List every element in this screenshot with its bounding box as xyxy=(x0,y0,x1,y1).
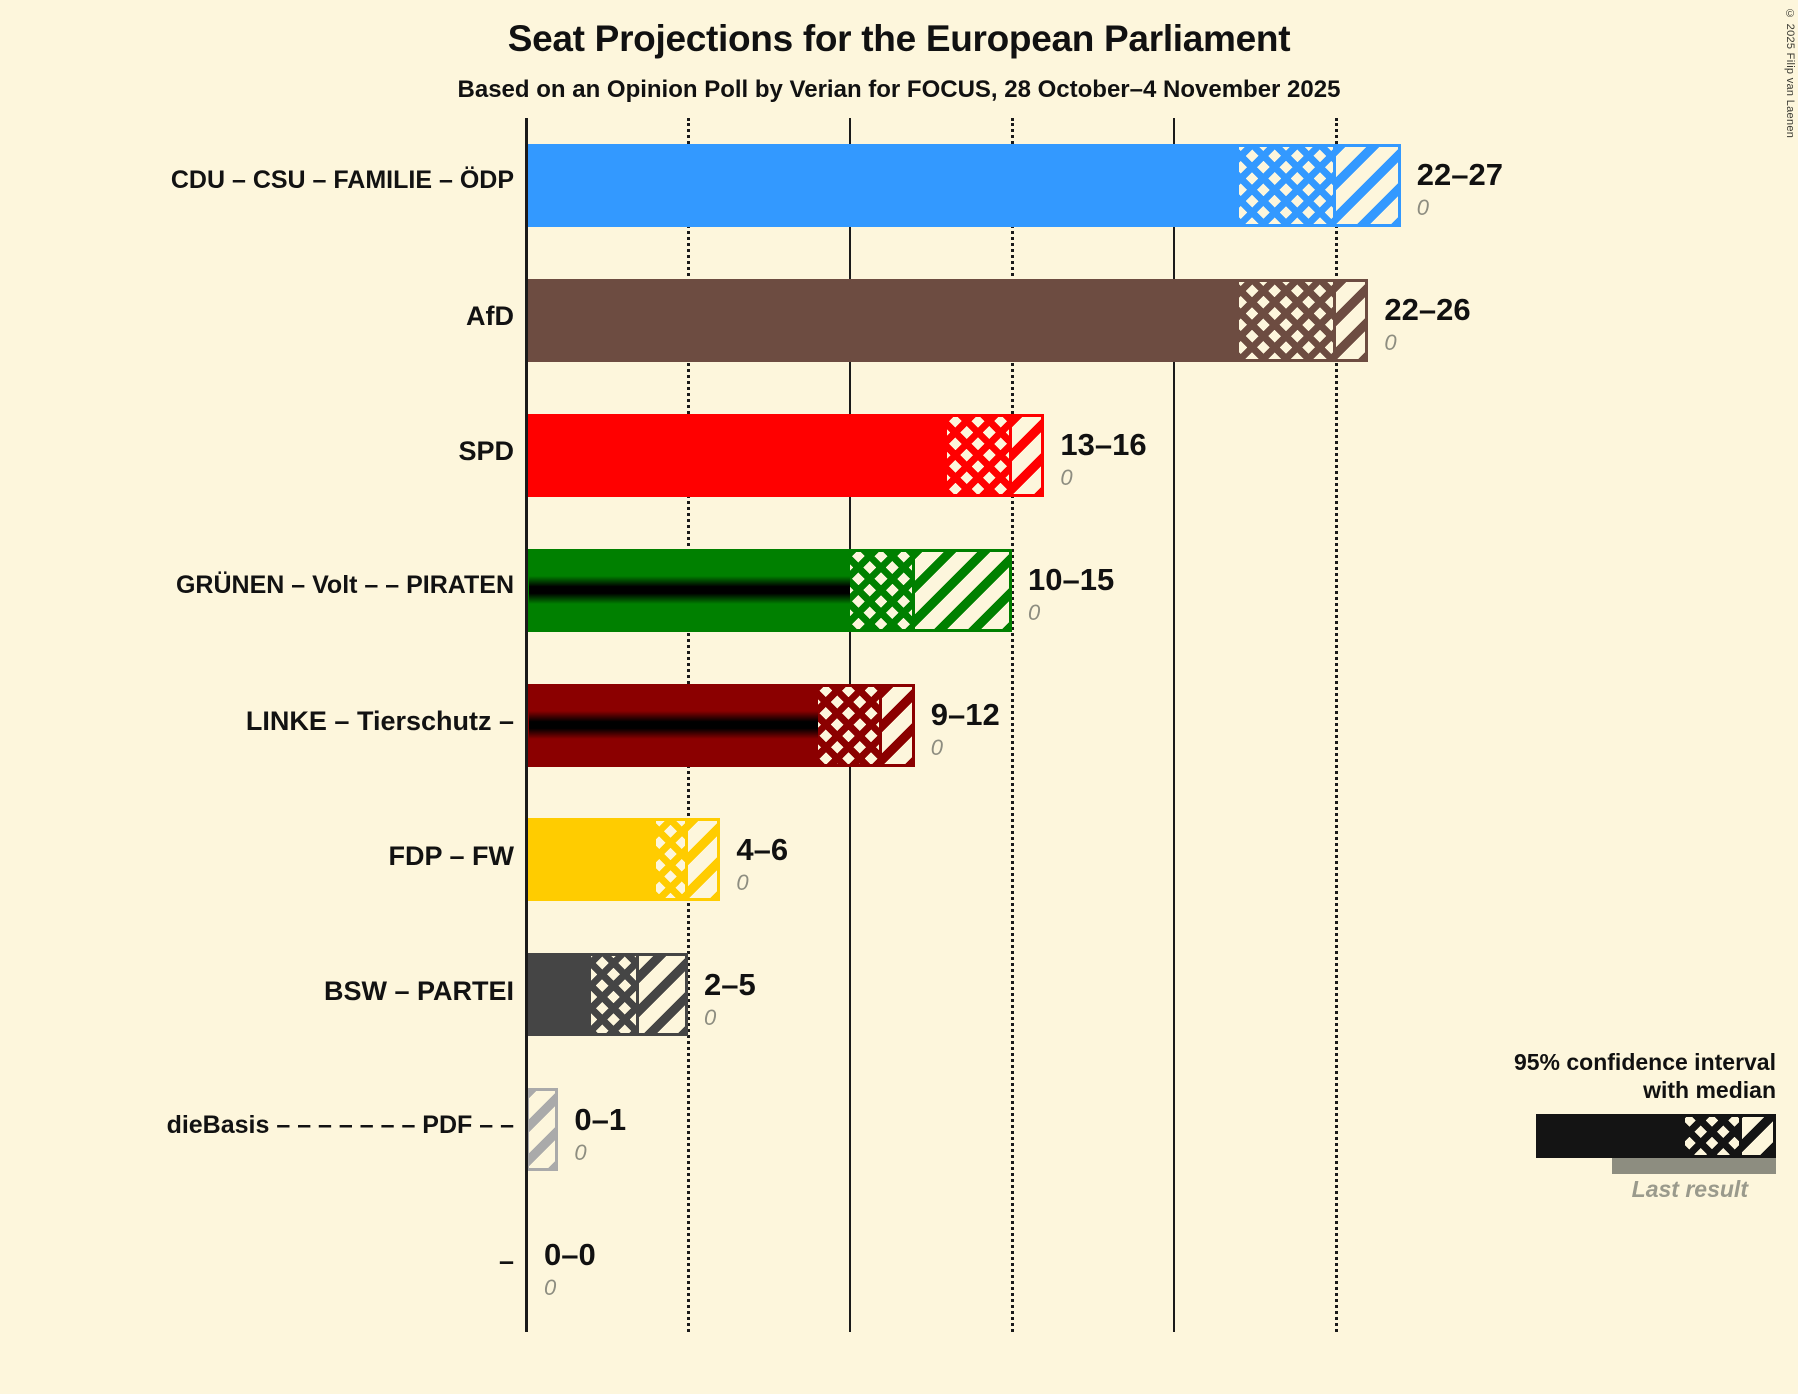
bar-segment-solid-6 xyxy=(526,953,591,1037)
legend-last-result-label: Last result xyxy=(1631,1176,1748,1203)
bar-0 xyxy=(526,143,1401,227)
bar-black-core-4 xyxy=(526,710,818,740)
bar-segment-diagonal-3 xyxy=(914,548,1012,632)
bar-segment-diagonal-2 xyxy=(1012,413,1045,497)
value-label-6: 2–5 xyxy=(704,966,756,1002)
bar-segment-solid-1 xyxy=(526,278,1239,362)
legend-swatch-solid xyxy=(1539,1117,1685,1156)
party-label-3: GRÜNEN – Volt – – PIRATEN xyxy=(175,571,514,600)
last-result-7: 0 xyxy=(574,1139,587,1165)
last-result-0: 0 xyxy=(1416,195,1430,221)
bar-3 xyxy=(526,548,1012,632)
chart-legend: 95% confidence interval with median Last… xyxy=(1256,1048,1776,1203)
bar-segment-solid-5 xyxy=(526,818,656,902)
value-label-0: 22–27 xyxy=(1416,157,1504,193)
last-result-1: 0 xyxy=(1384,330,1397,356)
last-result-6: 0 xyxy=(704,1004,717,1030)
legend-title-line2: with median xyxy=(1643,1077,1776,1104)
gridline-20 xyxy=(1173,118,1175,1332)
bar-black-core-3 xyxy=(526,575,850,605)
bar-segment-crosshatch-3 xyxy=(850,548,915,632)
bar-segment-diagonal-4 xyxy=(882,683,915,767)
chart-subtitle: Based on an Opinion Poll by Verian for F… xyxy=(457,76,1341,103)
bar-segment-diagonal-6 xyxy=(639,953,688,1037)
value-label-1: 22–26 xyxy=(1384,292,1471,328)
last-result-5: 0 xyxy=(736,869,749,895)
party-label-4: LINKE – Tierschutz – xyxy=(245,706,514,736)
party-label-1: AfD xyxy=(466,301,514,332)
legend-swatch-last-result xyxy=(1612,1158,1776,1175)
bar-segment-diagonal-0 xyxy=(1336,143,1401,227)
bar-4 xyxy=(526,683,915,767)
bar-segment-crosshatch-2 xyxy=(947,413,1012,497)
party-label-6: BSW – PARTEI xyxy=(323,975,514,1006)
bar-segment-crosshatch-6 xyxy=(590,953,640,1037)
last-result-8: 0 xyxy=(544,1274,557,1300)
bar-segment-crosshatch-1 xyxy=(1238,278,1336,362)
bar-6 xyxy=(526,953,688,1037)
last-result-2: 0 xyxy=(1060,465,1073,491)
value-label-7: 0–1 xyxy=(574,1101,627,1137)
party-label-2: SPD xyxy=(458,436,514,467)
bar-segment-crosshatch-4 xyxy=(817,683,883,767)
value-label-2: 13–16 xyxy=(1060,427,1147,463)
bar-segment-diagonal-5 xyxy=(688,818,721,902)
bar-segment-crosshatch-5 xyxy=(655,818,688,902)
legend-swatch-diagonal xyxy=(1739,1117,1773,1156)
party-label-5: FDP – FW xyxy=(388,840,514,871)
value-label-4: 9–12 xyxy=(930,697,1000,732)
value-label-8: 0–0 xyxy=(544,1236,596,1272)
legend-swatch-ci xyxy=(1536,1114,1776,1159)
gridline-25 xyxy=(1335,118,1338,1332)
party-label-0: CDU – CSU – FAMILIE – ÖDP xyxy=(170,166,514,195)
bar-7 xyxy=(526,1088,559,1172)
legend-title-line1: 95% confidence interval xyxy=(1513,1049,1776,1075)
value-label-3: 10–15 xyxy=(1028,562,1115,598)
gridline-15 xyxy=(1011,118,1014,1332)
value-label-5: 4–6 xyxy=(736,831,789,867)
last-result-4: 0 xyxy=(930,735,944,760)
bar-1 xyxy=(526,278,1369,362)
party-label-8: – xyxy=(498,1245,514,1276)
legend-swatch-crosshatch xyxy=(1685,1117,1739,1156)
copyright-notice: © 2025 Filip van Laenen xyxy=(1784,8,1796,139)
bar-segment-solid-0 xyxy=(526,143,1239,227)
bar-2 xyxy=(526,413,1045,497)
last-result-3: 0 xyxy=(1028,600,1041,626)
bar-segment-diagonal-1 xyxy=(1336,278,1369,362)
party-label-7: dieBasis – – – – – – – PDF – – xyxy=(166,1110,514,1139)
bar-segment-solid-2 xyxy=(526,413,948,497)
bar-segment-crosshatch-0 xyxy=(1238,143,1336,227)
bar-5 xyxy=(526,818,721,902)
page-title: Seat Projections for the European Parlia… xyxy=(507,18,1291,59)
bar-segment-diagonal-7 xyxy=(526,1088,559,1172)
